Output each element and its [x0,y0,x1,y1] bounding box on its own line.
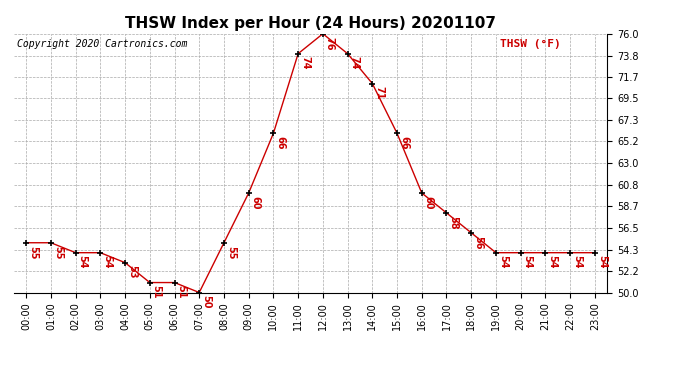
Text: 58: 58 [448,216,458,229]
Text: 50: 50 [201,295,211,309]
Text: 54: 54 [77,255,88,269]
Text: 55: 55 [28,246,38,259]
Text: 55: 55 [53,246,63,259]
Text: 66: 66 [399,136,409,150]
Text: 56: 56 [473,236,483,249]
Text: THSW (°F): THSW (°F) [500,39,561,49]
Title: THSW Index per Hour (24 Hours) 20201107: THSW Index per Hour (24 Hours) 20201107 [125,16,496,31]
Text: 60: 60 [250,196,261,209]
Text: 74: 74 [350,56,359,70]
Text: 51: 51 [177,285,186,299]
Text: 66: 66 [275,136,286,150]
Text: 53: 53 [127,266,137,279]
Text: 60: 60 [424,196,434,209]
Text: 71: 71 [374,86,384,100]
Text: 54: 54 [522,255,533,269]
Text: 51: 51 [152,285,161,299]
Text: 76: 76 [325,36,335,50]
Text: 54: 54 [547,255,558,269]
Text: 54: 54 [498,255,508,269]
Text: Copyright 2020 Cartronics.com: Copyright 2020 Cartronics.com [17,39,187,49]
Text: 54: 54 [572,255,582,269]
Text: 74: 74 [300,56,310,70]
Text: 54: 54 [102,255,112,269]
Text: 55: 55 [226,246,236,259]
Text: 54: 54 [597,255,607,269]
